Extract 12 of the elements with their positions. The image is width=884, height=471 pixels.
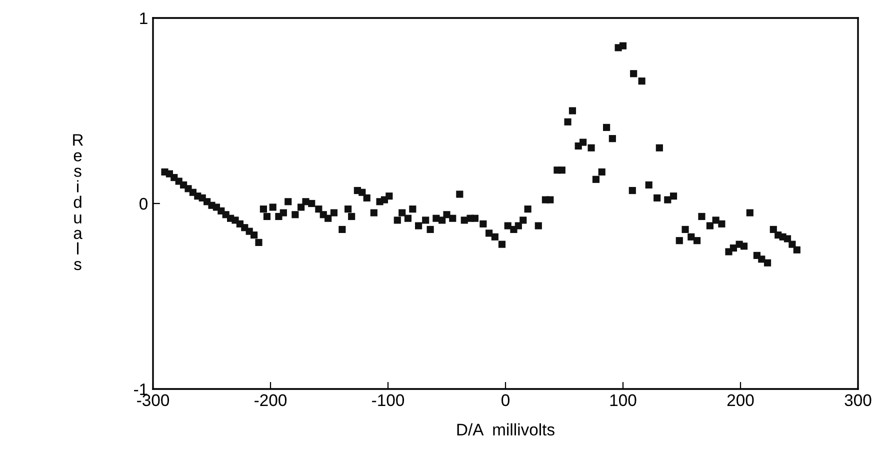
y-tick-label: 0 bbox=[140, 198, 148, 210]
x-tick-label: -200 bbox=[254, 394, 287, 406]
x-tick-label: 0 bbox=[502, 394, 510, 406]
x-tick-label: -300 bbox=[137, 394, 170, 406]
y-tick-label: 1 bbox=[140, 12, 148, 24]
text: Residuals bbox=[73, 134, 84, 270]
x-axis-title: D/A millivolts bbox=[457, 423, 554, 436]
x-tick-label: 300 bbox=[844, 394, 872, 406]
x-tick-label: 200 bbox=[727, 394, 754, 406]
y-tick-label: -1 bbox=[134, 384, 148, 396]
x-tick-label: -100 bbox=[372, 394, 404, 406]
x-tick-label: 100 bbox=[610, 394, 636, 406]
